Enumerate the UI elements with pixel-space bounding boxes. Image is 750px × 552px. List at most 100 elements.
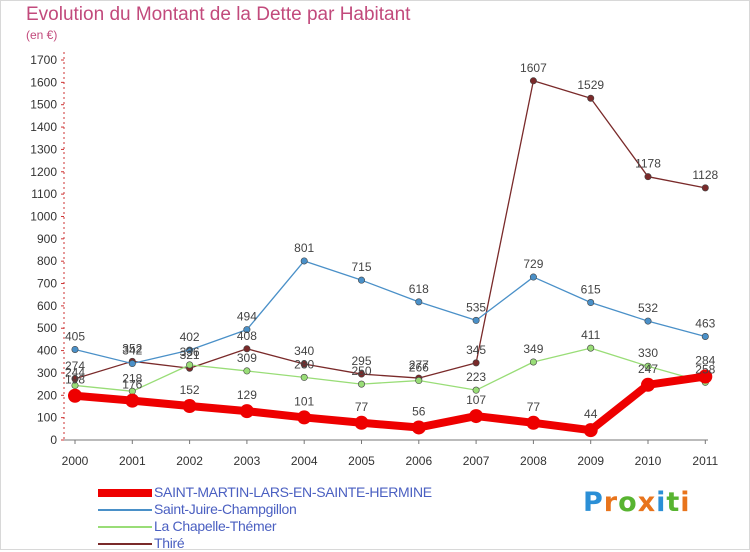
data-label: 295 [351,354,371,368]
data-label: 247 [638,362,658,376]
y-tick-label: 300 [37,366,57,380]
data-point [186,346,194,354]
x-tick-label: 2006 [405,454,432,468]
data-point [357,370,365,378]
data-label: 402 [180,330,200,344]
data-point [529,77,537,85]
legend-swatch [98,526,152,528]
data-point [297,410,312,425]
legend-label: SAINT-MARTIN-LARS-EN-SAINTE-HERMINE [154,484,432,500]
data-point [243,367,251,375]
y-tick-label: 1500 [30,98,57,112]
data-label: 107 [466,393,486,407]
chart-title: Evolution du Montant de la Dette par Hab… [26,4,411,25]
data-label: 218 [122,371,142,385]
data-label: 408 [237,329,257,343]
series-line [74,260,706,365]
x-tick-label: 2010 [635,454,662,468]
data-label: 1178 [635,157,661,171]
data-label: 250 [351,364,371,378]
x-tick-labels: 2000 2001 2002 2003 2004 2005 2006 2007 2008 2009… [62,454,719,468]
data-label: 330 [638,346,658,360]
data-label: 349 [523,342,543,356]
data-label: 494 [237,310,257,324]
data-label: 56 [412,404,426,418]
data-point [587,94,595,102]
data-point [644,362,652,370]
y-tick-label: 100 [37,411,57,425]
data-label: 266 [409,361,429,375]
line-chart: 0 100 200 300 400 500 600 700 800 900 1000 1100 1200… [30,52,719,468]
data-label: 801 [294,241,314,255]
data-point [415,298,423,306]
x-tick-label: 2001 [119,454,146,468]
legend-swatch [98,489,152,497]
x-tick-label: 2009 [577,454,604,468]
data-label: 198 [65,373,85,387]
y-tick-label: 0 [50,433,57,447]
data-point [300,257,308,265]
y-tick-label: 600 [37,299,57,313]
series-line [74,80,706,380]
data-point [526,415,541,430]
legend-label: Saint-Juire-Champgillon [154,501,297,517]
data-point [644,317,652,325]
data-label: 280 [294,357,314,371]
y-tick-label: 1700 [30,53,57,67]
data-point [300,360,308,368]
data-label: 352 [122,341,142,355]
y-tick-label: 1000 [30,209,57,223]
data-point [300,373,308,381]
data-label: 77 [355,400,369,414]
y-tick-label: 1600 [30,75,57,89]
data-point [529,358,537,366]
x-tick-label: 2002 [176,454,203,468]
data-label: 101 [294,394,314,408]
data-label: 615 [581,283,601,297]
data-label: 532 [638,301,658,315]
data-label: 77 [527,400,541,414]
axes [61,52,708,444]
data-label: 44 [584,407,598,421]
data-label: 729 [523,257,543,271]
series-line [71,372,710,435]
data-label: 129 [237,388,257,402]
data-label: 1529 [577,78,604,92]
data-label-layer: 198 176 152 129 101 77 56 107 77 44 247 284 405 342 40… [65,61,719,421]
series-layer [68,77,713,438]
y-tick-label: 500 [37,321,57,335]
data-label: 244 [65,365,85,379]
x-tick-label: 2000 [62,454,89,468]
data-point [701,184,709,192]
data-point [182,399,197,414]
data-point [357,380,365,388]
data-point [357,276,365,284]
data-point [239,404,254,419]
data-point [68,388,82,403]
legend-swatch [98,543,152,545]
x-tick-label: 2003 [234,454,261,468]
x-tick-label: 2007 [463,454,490,468]
data-point [71,345,79,353]
data-label: 258 [695,362,715,376]
data-label: 277 [409,358,429,372]
data-point [71,375,79,383]
data-label: 152 [180,383,200,397]
data-label: 321 [180,348,200,362]
proxiti-logo: Proxiti [583,487,691,518]
data-label: 336 [180,345,200,359]
x-tick-label: 2011 [692,454,718,468]
y-tick-label: 400 [37,344,57,358]
data-point [354,415,369,430]
data-label: 223 [466,370,486,384]
x-tick-label: 2005 [348,454,375,468]
y-tick-label: 800 [37,254,57,268]
series-line [74,347,706,392]
y-tick-label: 700 [37,277,57,291]
data-point [186,361,194,369]
data-point [583,423,598,438]
data-point [472,316,480,324]
legend-label: La Chapelle-Thémer [154,518,277,534]
y-tick-label: 1300 [30,142,57,156]
